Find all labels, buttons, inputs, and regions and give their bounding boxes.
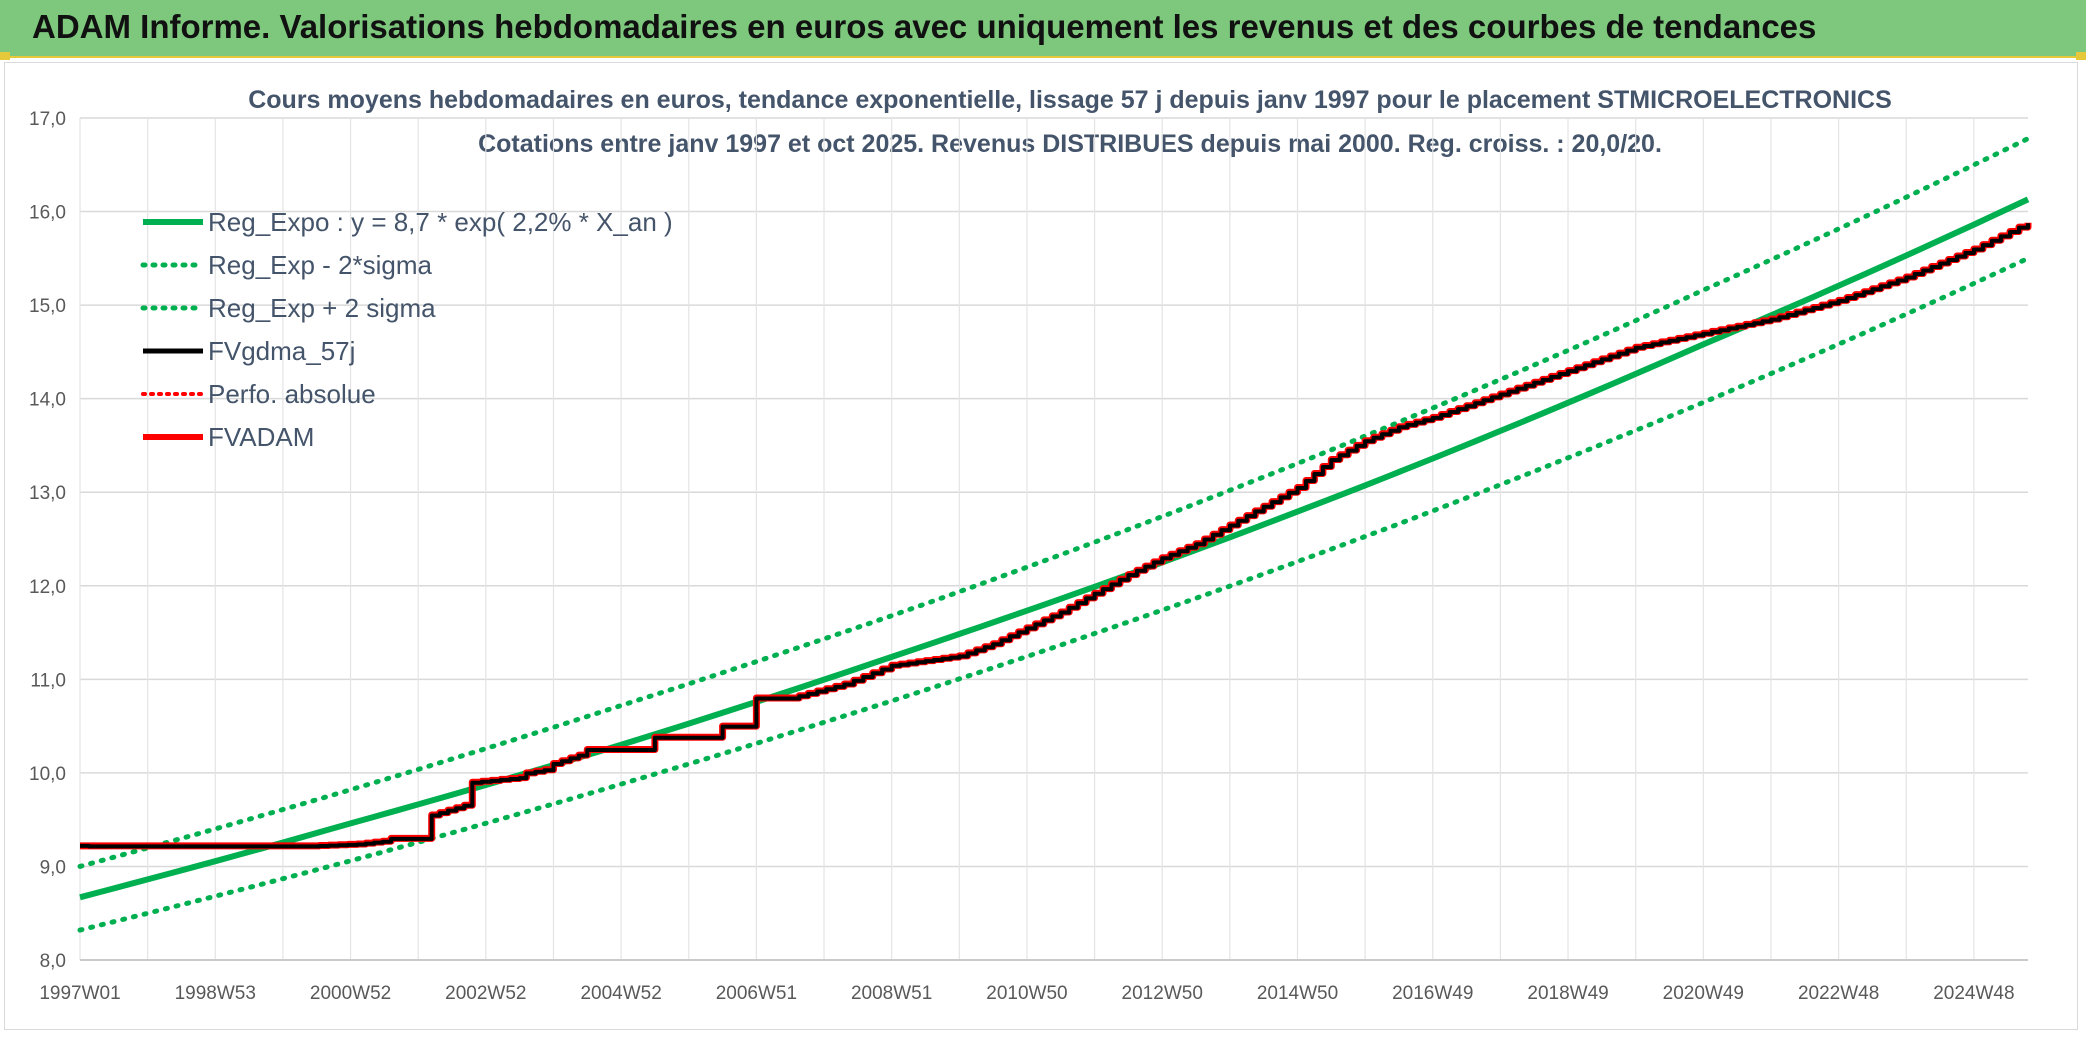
legend-label: Reg_Expo : y = 8,7 * exp( 2,2% * X_an ) <box>208 207 673 237</box>
x-tick-label: 1998W53 <box>175 983 256 1004</box>
legend-fvgdma: FVgdma_57j <box>143 336 355 366</box>
reg-exp-plus-2sigma-line <box>77 136 2031 869</box>
y-tick-label: 17,0 <box>29 109 66 130</box>
corner-accent-left <box>0 52 10 60</box>
y-tick-label: 8,0 <box>40 951 66 972</box>
y-tick-label: 13,0 <box>29 483 66 504</box>
x-tick-label: 2000W52 <box>310 983 391 1004</box>
corner-accent-right <box>2076 52 2086 60</box>
legend-label: FVADAM <box>208 422 314 452</box>
x-tick-label: 2024W48 <box>1933 983 2014 1004</box>
x-tick-label: 2016W49 <box>1392 983 1473 1004</box>
x-tick-label: 2010W50 <box>986 983 1067 1004</box>
x-tick-label: 2020W49 <box>1663 983 1744 1004</box>
y-tick-label: 10,0 <box>29 764 66 785</box>
legend-reg-expo: Reg_Expo : y = 8,7 * exp( 2,2% * X_an ) <box>143 207 673 237</box>
legend-label: Perfo. absolue <box>208 379 376 409</box>
x-tick-label: 2008W51 <box>851 983 932 1004</box>
page-title: ADAM Informe. Valorisations hebdomadaire… <box>32 8 1817 45</box>
y-tick-label: 9,0 <box>40 857 66 878</box>
y-tick-label: 12,0 <box>29 577 66 598</box>
x-tick-label: 1997W01 <box>39 983 120 1004</box>
legend-reg-exp-plus: Reg_Exp + 2 sigma <box>140 293 436 323</box>
x-tick-label: 2022W48 <box>1798 983 1879 1004</box>
x-tick-label: 2002W52 <box>445 983 526 1004</box>
x-tick-label: 2004W52 <box>580 983 661 1004</box>
reg-exp-minus-2sigma-line <box>77 255 2031 933</box>
legend-label: FVgdma_57j <box>208 336 355 366</box>
chart-subtitle: Cotations entre janv 1997 et oct 2025. R… <box>478 130 1662 158</box>
legend-label: Reg_Exp - 2*sigma <box>208 250 433 280</box>
legend-perfo-absolue: Perfo. absolue <box>141 379 376 409</box>
x-tick-label: 2006W51 <box>716 983 797 1004</box>
y-tick-label: 15,0 <box>29 296 66 317</box>
header-bar: ADAM Informe. Valorisations hebdomadaire… <box>0 0 2086 58</box>
y-tick-label: 16,0 <box>29 203 66 224</box>
y-tick-label: 11,0 <box>30 670 66 691</box>
y-tick-label: 14,0 <box>29 390 66 411</box>
chart-frame <box>4 62 2078 1030</box>
x-tick-label: 2012W50 <box>1122 983 1203 1004</box>
reg-expo-line <box>79 196 2030 901</box>
legend-label: Reg_Exp + 2 sigma <box>208 293 436 323</box>
chart-title: Cours moyens hebdomadaires en euros, ten… <box>248 86 1892 114</box>
x-tick-label: 2018W49 <box>1527 983 1608 1004</box>
legend-fvadam: FVADAM <box>143 422 314 452</box>
x-tick-label: 2014W50 <box>1257 983 1338 1004</box>
fvgdma-57j-line <box>80 223 2030 849</box>
legend-reg-exp-minus: Reg_Exp - 2*sigma <box>140 250 433 280</box>
